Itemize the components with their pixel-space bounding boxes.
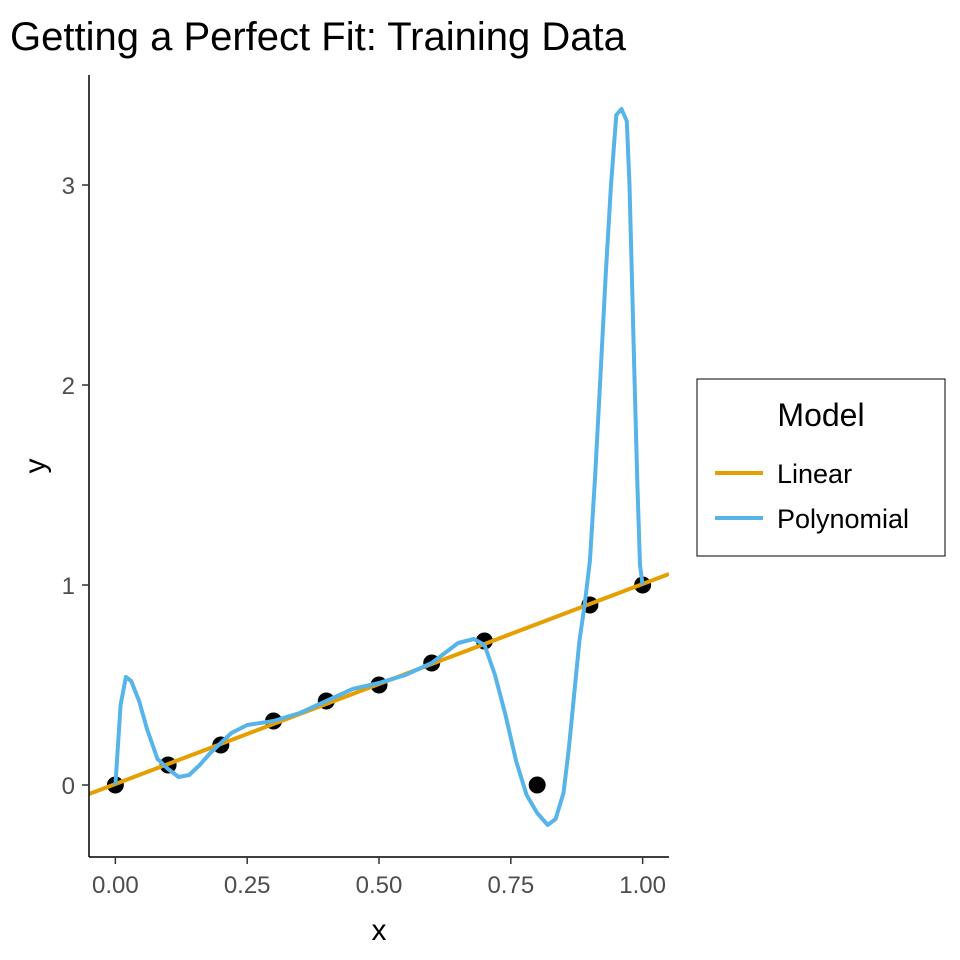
legend: Model Linear Polynomial: [696, 378, 946, 557]
axes: 0.00 0.25 0.50 0.75 1.00 0 1 2 3: [62, 75, 669, 899]
y-tick-label-2: 2: [62, 373, 75, 400]
x-tick-label-1: 0.25: [224, 872, 271, 899]
legend-title: Model: [777, 397, 864, 433]
x-axis-title: x: [372, 914, 387, 947]
y-tick-label-3: 3: [62, 173, 75, 200]
plot-area: [89, 107, 669, 827]
x-tick-label-3: 0.75: [487, 872, 534, 899]
legend-box: [696, 378, 946, 557]
chart-title: Getting a Perfect Fit: Training Data: [10, 15, 627, 59]
x-tick-label-0: 0.00: [92, 872, 139, 899]
data-point-8: [528, 776, 546, 794]
y-tick-label-1: 1: [62, 573, 75, 600]
x-tick-label-4: 1.00: [619, 872, 666, 899]
x-tick-label-2: 0.50: [356, 872, 403, 899]
y-axis-title: y: [19, 459, 52, 474]
legend-label-linear: Linear: [777, 459, 852, 489]
legend-label-polynomial: Polynomial: [777, 504, 909, 534]
y-tick-label-0: 0: [62, 773, 75, 800]
series-line-polynomial: [113, 107, 645, 827]
